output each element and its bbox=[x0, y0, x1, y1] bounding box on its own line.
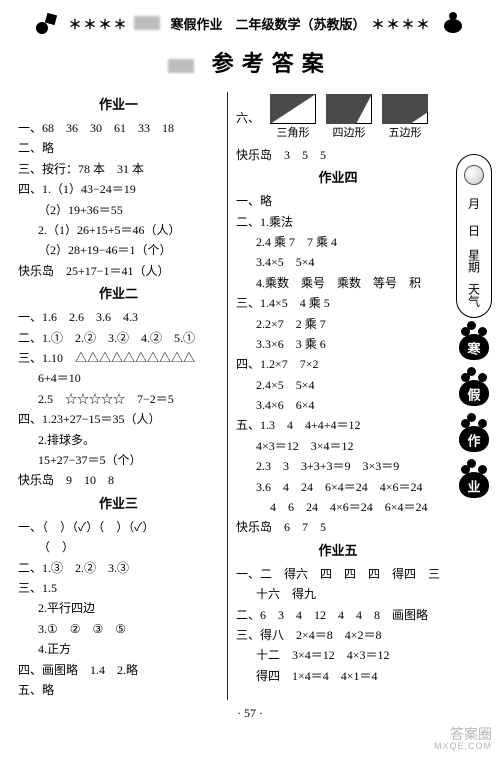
text-line: 五、1.3 4 4+4+4＝12 bbox=[236, 415, 440, 435]
paw-badge-4: 业 bbox=[457, 468, 491, 502]
hw3-title: 作业三 bbox=[18, 493, 219, 515]
text-line: 三、得八 2×4＝8 4×2＝8 bbox=[236, 625, 440, 645]
text-line: 一、二 得六 四 四 四 得四 三 bbox=[236, 564, 440, 584]
text-line: 二、1.① 2.② 3.② 4.② 5.① bbox=[18, 328, 219, 348]
text-line: 快乐岛 6 7 5 bbox=[236, 517, 440, 537]
shape-label: 四边形 bbox=[333, 124, 366, 143]
text-line: 一、略 bbox=[236, 191, 440, 211]
text-line: （2）19+36＝55 bbox=[18, 200, 219, 220]
side-weather: 天气 bbox=[466, 283, 483, 307]
title-blur-icon bbox=[168, 59, 194, 73]
shape-label: 五边形 bbox=[389, 124, 422, 143]
page-number: · 57 · bbox=[14, 706, 486, 721]
text-line: 三、1.5 bbox=[18, 578, 219, 598]
paw-char: 寒 bbox=[467, 338, 480, 357]
hw5-title: 作业五 bbox=[236, 540, 440, 562]
main-title-text: 参考答案 bbox=[212, 51, 332, 76]
decor-circle-icon bbox=[464, 165, 484, 185]
text-line: 十六 得九 bbox=[236, 584, 440, 604]
text-line: 四、画图略 1.4 2.略 bbox=[18, 660, 219, 680]
text-line: 3.6 4 24 6×4＝24 4×6＝24 bbox=[236, 477, 440, 497]
page: ＊＊＊＊ 寒假作业 二年级数学（苏教版） ＊＊＊＊ 参考答案 作业一 一、68 … bbox=[0, 0, 500, 758]
side-month: 月 bbox=[468, 195, 480, 212]
text-line: 二、1.乘法 bbox=[236, 212, 440, 232]
text-line: 15+27−37＝5（个） bbox=[18, 450, 219, 470]
text-line: （ ） bbox=[18, 537, 219, 557]
text-line: 4.正方 bbox=[18, 639, 219, 659]
text-line: 2.2×7 2 乘 7 bbox=[236, 314, 440, 334]
shape-triangle: 三角形 bbox=[270, 94, 316, 143]
text-line: 4×3＝12 3×4＝12 bbox=[236, 436, 440, 456]
side-day: 日 bbox=[468, 222, 480, 239]
text-line: 四、1.2×7 7×2 bbox=[236, 354, 440, 374]
header-stars-right: ＊＊＊＊ bbox=[372, 14, 432, 33]
paw-badge-3: 作 bbox=[457, 422, 491, 456]
text-line: 2.4×5 5×4 bbox=[236, 375, 440, 395]
text-line: 4.乘数 乘号 乘数 等号 积 bbox=[236, 273, 440, 293]
text-line: 三、1.10 △△△△△△△△△△ bbox=[18, 348, 219, 368]
text-line: 得四 1×4＝4 4×1＝4 bbox=[236, 666, 440, 686]
paw-badge-2: 假 bbox=[457, 376, 491, 410]
header-ornament-left-icon bbox=[32, 10, 62, 36]
paw-char: 假 bbox=[467, 384, 480, 403]
text-line: 四、1.23+27−15＝35（人） bbox=[18, 409, 219, 429]
text-line: 四、1.（1）43−24＝19 bbox=[18, 179, 219, 199]
hw4-title: 作业四 bbox=[236, 167, 440, 189]
side-week: 星期 bbox=[466, 249, 483, 273]
header-stars-left: ＊＊＊＊ bbox=[68, 14, 128, 33]
paw-char: 作 bbox=[467, 430, 480, 449]
left-column: 作业一 一、68 36 30 61 33 18 二、略 三、按行：78 本 31… bbox=[14, 92, 228, 700]
text-line: 2.（1）26+15+5＝46（人） bbox=[18, 220, 219, 240]
hw2-title: 作业二 bbox=[18, 283, 219, 305]
text-line: 二、略 bbox=[18, 138, 219, 158]
header-text: 寒假作业 二年级数学（苏教版） bbox=[170, 14, 365, 33]
text-line: 2.5 ☆☆☆☆☆ 7−2＝5 bbox=[18, 389, 219, 409]
text-line: 三、1.4×5 4 乘 5 bbox=[236, 293, 440, 313]
text-line: 快乐岛 9 10 8 bbox=[18, 470, 219, 490]
date-box: 月 日 星期 天气 bbox=[456, 154, 492, 318]
text-line: 二、6 3 4 12 4 4 8 画图略 bbox=[236, 605, 440, 625]
text-line: 4 6 24 4×6＝24 6×4＝24 bbox=[236, 497, 440, 517]
watermark: 答案圈 MXQE.COM bbox=[434, 727, 492, 752]
shape-penta: 五边形 bbox=[382, 94, 428, 143]
shape-label: 三角形 bbox=[277, 124, 310, 143]
paw-char: 业 bbox=[467, 476, 480, 495]
header-blur-icon bbox=[134, 16, 160, 30]
main-title: 参考答案 bbox=[14, 46, 486, 78]
paw-badge-1: 寒 bbox=[457, 330, 491, 364]
text-line: 2.3 3 3+3+3＝9 3×3＝9 bbox=[236, 456, 440, 476]
right-column: 六、 三角形 四边形 五边形 快乐岛 3 5 5 作业四 一、略 二、1.乘法 … bbox=[228, 92, 444, 700]
header: ＊＊＊＊ 寒假作业 二年级数学（苏教版） ＊＊＊＊ bbox=[14, 10, 486, 36]
text-line: 一、68 36 30 61 33 18 bbox=[18, 118, 219, 138]
text-line: 快乐岛 25+17−1＝41（人） bbox=[18, 261, 219, 281]
watermark-small: MXQE.COM bbox=[434, 742, 492, 752]
text-line: 6+4＝10 bbox=[18, 368, 219, 388]
content-columns: 作业一 一、68 36 30 61 33 18 二、略 三、按行：78 本 31… bbox=[14, 92, 444, 700]
text-line: 3.① ② ③ ⑤ bbox=[18, 619, 219, 639]
text-line: 一、（ ）（✓）（ ）（✓） bbox=[18, 517, 219, 537]
shapes-row: 六、 三角形 四边形 五边形 bbox=[236, 94, 440, 143]
text-line: 二、1.③ 2.② 3.③ bbox=[18, 558, 219, 578]
text-line: 3.4×5 5×4 bbox=[236, 252, 440, 272]
text-line: 3.3×6 3 乘 6 bbox=[236, 334, 440, 354]
text-line: 2.4 乘 7 7 乘 4 bbox=[236, 232, 440, 252]
text-line: 一、1.6 2.6 3.6 4.3 bbox=[18, 307, 219, 327]
text-line: 2.平行四边 bbox=[18, 598, 219, 618]
text-line: 三、按行：78 本 31 本 bbox=[18, 159, 219, 179]
hw1-title: 作业一 bbox=[18, 94, 219, 116]
text-line: 十二 3×4＝12 4×3＝12 bbox=[236, 645, 440, 665]
header-ornament-right-icon bbox=[438, 10, 468, 36]
text-line: 五、略 bbox=[18, 680, 219, 700]
text-line: 3.4×6 6×4 bbox=[236, 395, 440, 415]
shape-quad: 四边形 bbox=[326, 94, 372, 143]
text-line: 快乐岛 3 5 5 bbox=[236, 145, 440, 165]
watermark-big: 答案圈 bbox=[450, 726, 492, 742]
text-line: （2）28+19−46＝1（个） bbox=[18, 240, 219, 260]
six-label: 六、 bbox=[236, 108, 260, 128]
text-line: 2.排球多。 bbox=[18, 430, 219, 450]
side-strip: 月 日 星期 天气 寒 假 作 业 bbox=[454, 154, 494, 502]
